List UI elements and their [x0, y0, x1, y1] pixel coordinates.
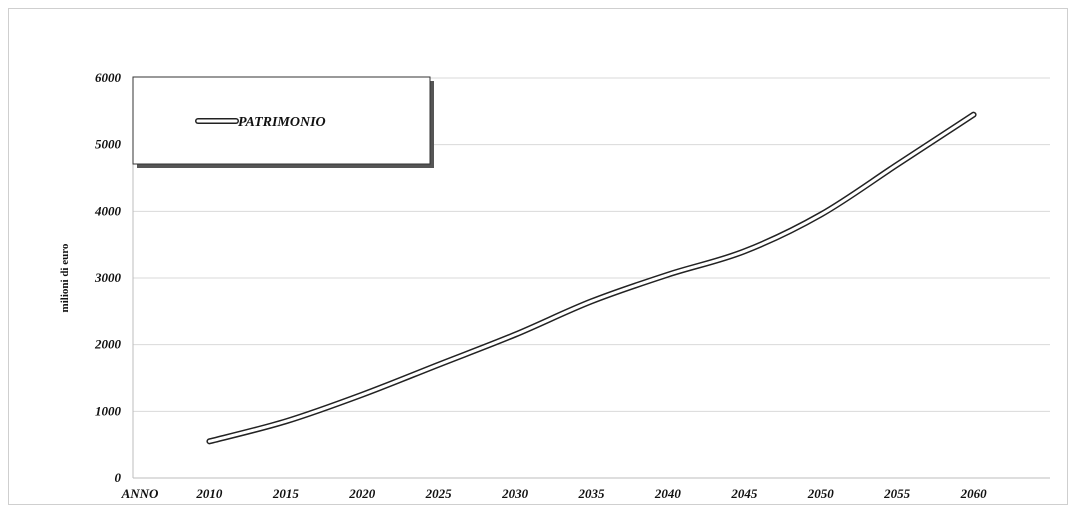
series-layer — [206, 111, 977, 445]
y-tick-label: 1000 — [95, 403, 122, 418]
category-axis-label: ANNO — [121, 486, 159, 501]
x-tick-label: 2030 — [501, 486, 529, 501]
x-tick-label: 2035 — [578, 486, 606, 501]
legend: PATRIMONIO — [132, 76, 434, 168]
y-tick-label: 0 — [115, 470, 122, 485]
x-tick-labels: ANNO 2010 2015 2020 2025 2030 2035 2040 2045 205… — [121, 486, 988, 501]
x-tick-label: 2010 — [195, 486, 223, 501]
y-tick-label: 6000 — [95, 70, 122, 85]
x-tick-label: 2025 — [425, 486, 453, 501]
x-tick-label: 2060 — [960, 486, 988, 501]
x-tick-label: 2040 — [654, 486, 682, 501]
y-tick-labels: 0 1000 2000 3000 4000 5000 6000 — [94, 70, 122, 485]
y-tick-label: 3000 — [94, 270, 122, 285]
legend-box — [132, 76, 431, 165]
y-axis-title: milioni di euro — [59, 243, 71, 312]
x-tick-label: 2050 — [807, 486, 835, 501]
series-line — [207, 113, 976, 443]
legend-label: PATRIMONIO — [238, 115, 326, 130]
x-tick-label: 2045 — [730, 486, 758, 501]
y-tick-label: 5000 — [95, 137, 122, 152]
y-tick-label: 4000 — [94, 203, 122, 218]
x-tick-label: 2055 — [883, 486, 911, 501]
y-tick-label: 2000 — [94, 337, 122, 352]
x-tick-label: 2020 — [348, 486, 376, 501]
x-tick-label: 2015 — [272, 486, 300, 501]
